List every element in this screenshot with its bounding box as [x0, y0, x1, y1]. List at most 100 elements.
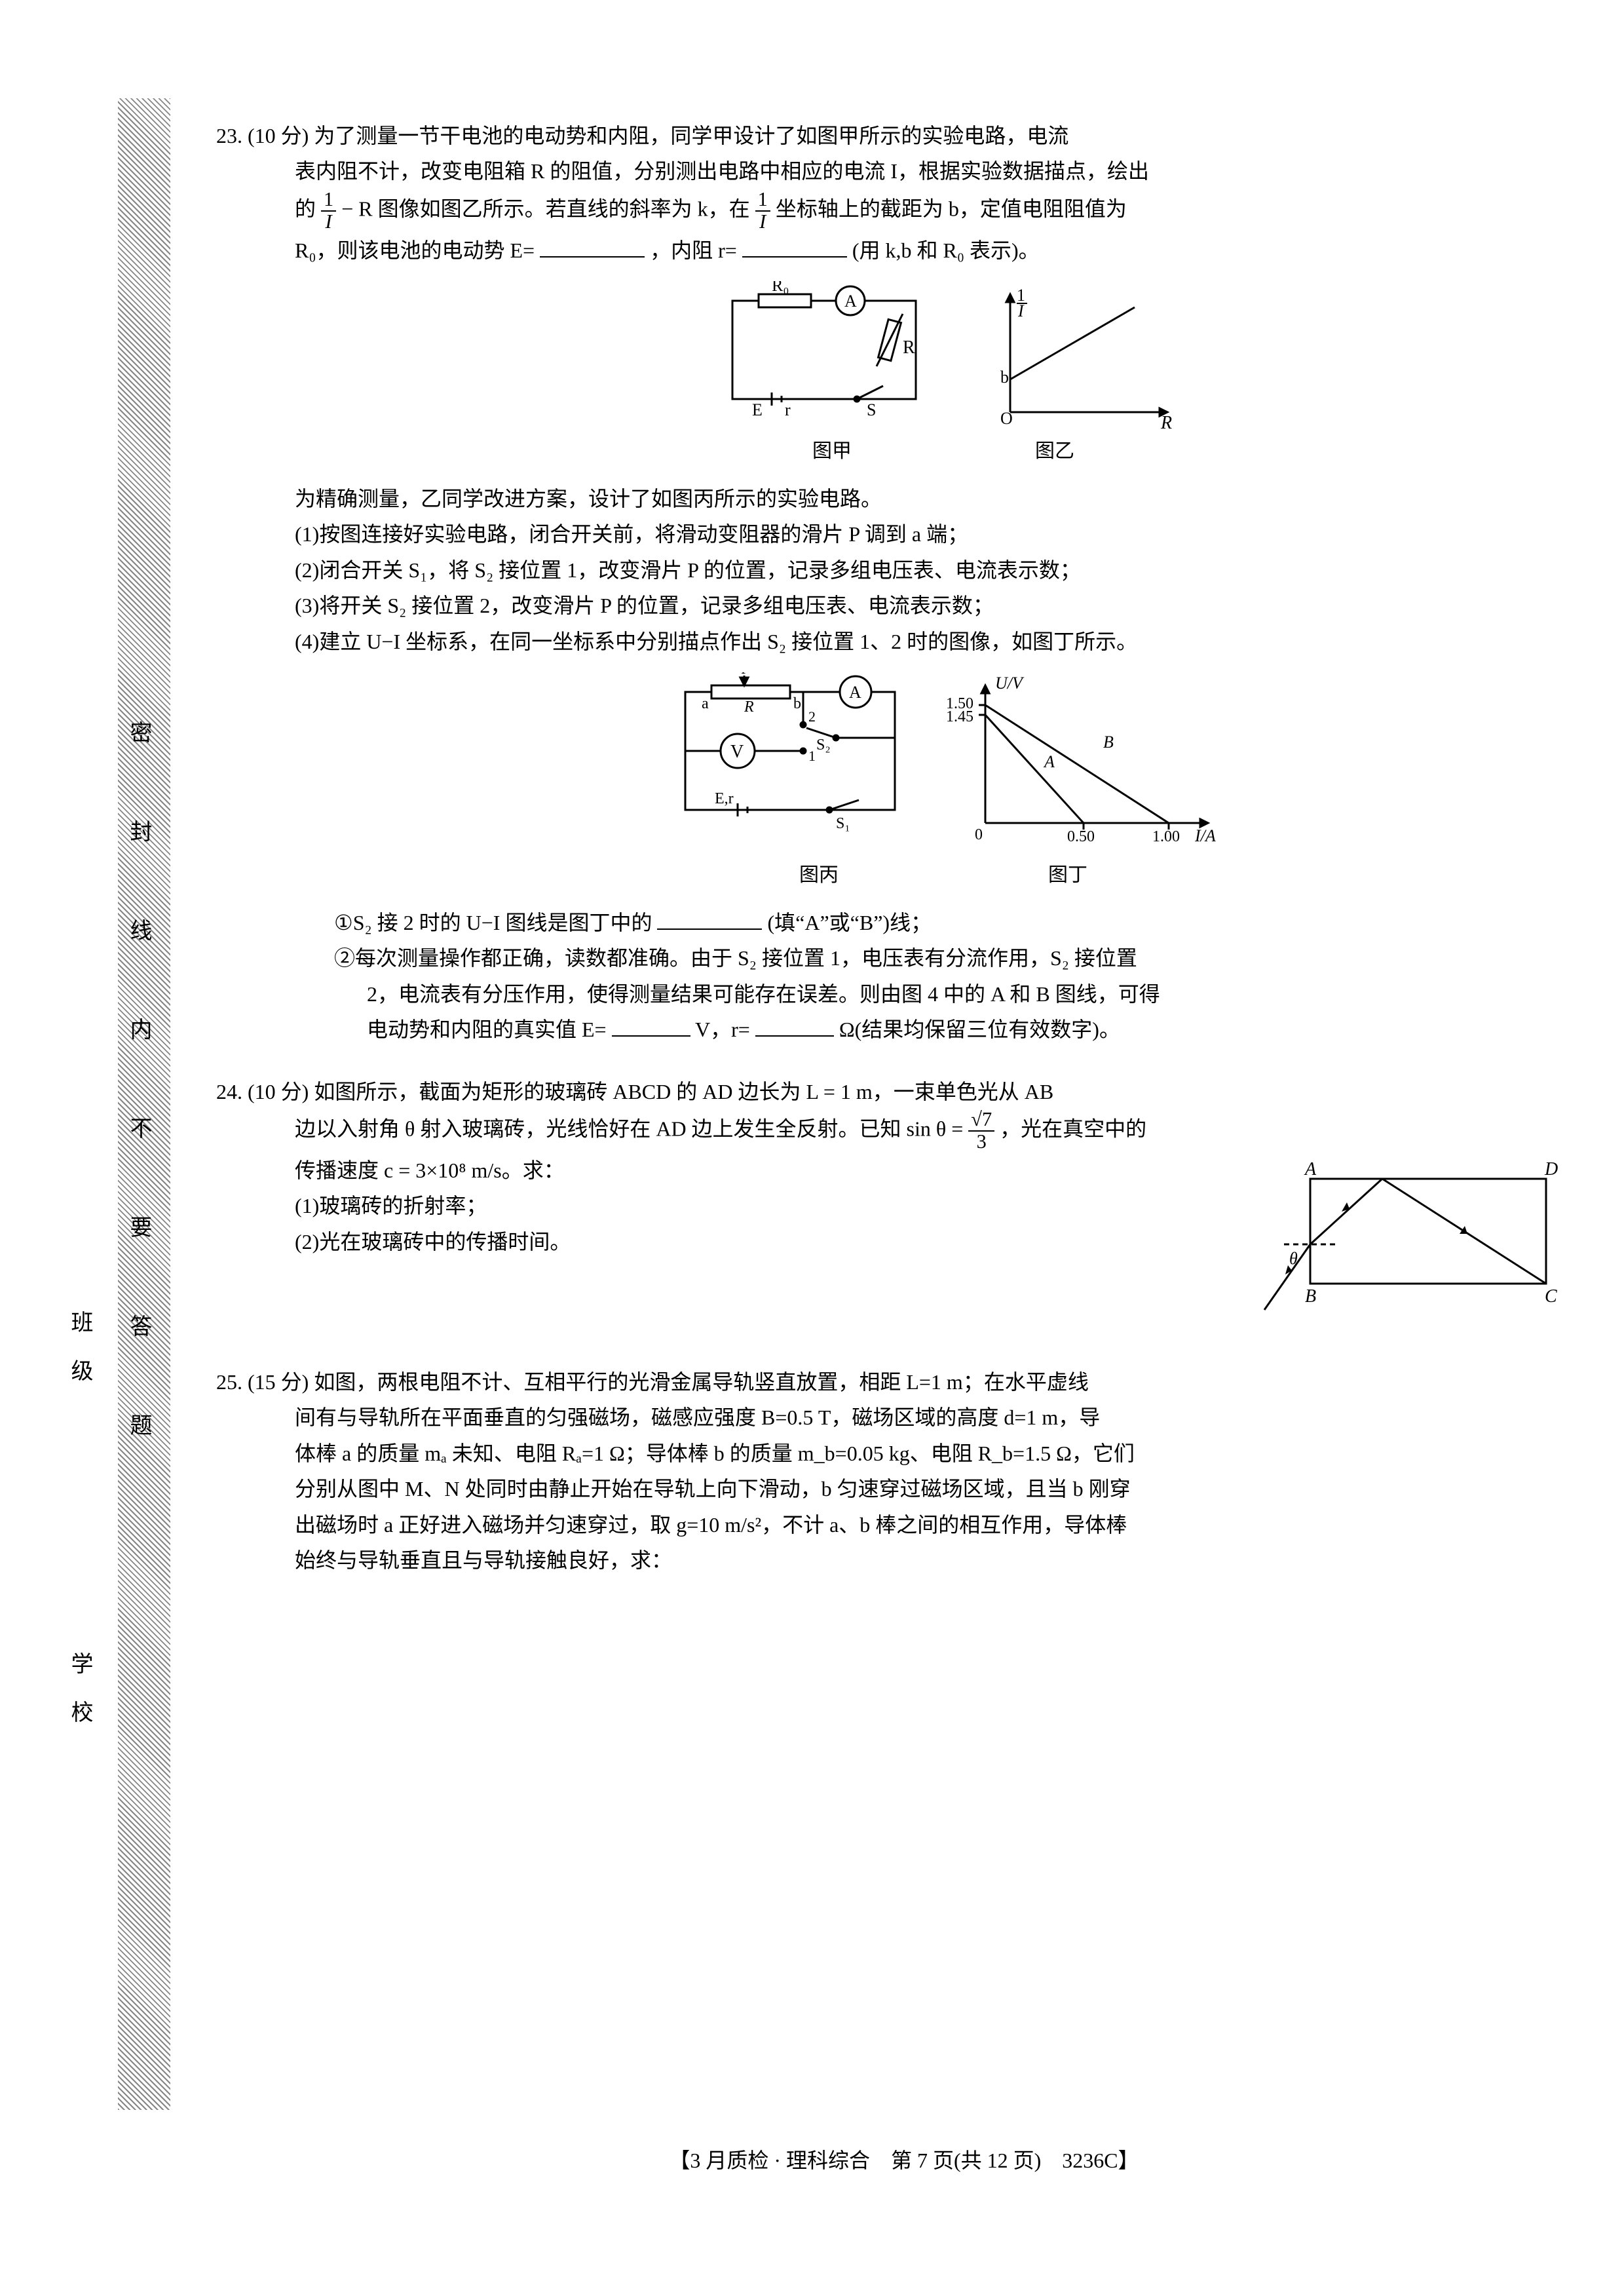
- q23-heading: 23. (10 分) 为了测量一节干电池的电动势和内阻，同学甲设计了如图甲所示的…: [216, 118, 1592, 153]
- svg-text:P: P: [741, 672, 749, 677]
- label-C: C: [1545, 1286, 1557, 1307]
- blank-line-AB[interactable]: [657, 906, 762, 930]
- sin-num: √7: [968, 1109, 994, 1132]
- q24-points: (10 分): [248, 1080, 309, 1103]
- q23-sub2c-c: Ω(结果均保留三位有效数字)。: [839, 1018, 1120, 1041]
- q23-l3c: 坐标轴上的截距为 b，定值电阻阻值为: [776, 197, 1127, 220]
- q25-line6: 始终与导轨垂直且与导轨接触良好，求：: [295, 1542, 1592, 1578]
- q23-body: 表内阻不计，改变电阻箱 R 的阻值，分别测出电路中相应的电流 I，根据实验数据描…: [216, 153, 1592, 1047]
- fig-circuit-bing: P a R b A 2: [666, 672, 915, 856]
- page-footer: 【3 月质检 · 理科综合 第 7 页(共 12 页) 3236C】: [216, 2143, 1592, 2178]
- q23-line4: R₀，则该电池的电动势 E= ，内阻 r= (用 k,b 和 R₀ 表示)。: [295, 233, 1592, 268]
- q23-sub2c-b: V，r=: [695, 1018, 750, 1041]
- q23-s2: (2)闭合开关 S₁，将 S₂ 接位置 1，改变滑片 P 的位置，记录多组电压表…: [295, 552, 1592, 588]
- blank-r2[interactable]: [755, 1012, 834, 1037]
- label-B: B: [1305, 1286, 1316, 1307]
- svg-text:S₁: S₁: [836, 815, 850, 832]
- q23-l4a: R₀，则该电池的电动势 E=: [295, 239, 535, 262]
- ytick-145: 1.45: [946, 708, 973, 725]
- content-area: 23. (10 分) 为了测量一节干电池的电动势和内阻，同学甲设计了如图甲所示的…: [216, 118, 1592, 1604]
- q23-sub2c-a: 电动势和内阻的真实值 E=: [367, 1018, 607, 1041]
- q23-l3a: 的: [295, 197, 316, 220]
- q25-points: (15 分): [248, 1370, 309, 1394]
- svg-text:2: 2: [808, 708, 816, 725]
- q23-sub2c: 电动势和内阻的真实值 E= V，r= Ω(结果均保留三位有效数字)。: [295, 1012, 1592, 1047]
- svg-text:S: S: [867, 400, 876, 419]
- q25-line4: 分别从图中 M、N 处同时由静止开始在导轨上向下滑动，b 匀速穿过磁场区域，且当…: [295, 1471, 1592, 1506]
- frac-1-over-I: 1I: [321, 189, 336, 233]
- ylabel-UV: U/V: [995, 674, 1025, 693]
- svg-text:R: R: [903, 337, 915, 358]
- label-A: A: [1304, 1159, 1317, 1179]
- svg-text:A: A: [844, 292, 857, 311]
- q23-p2: 为精确测量，乙同学改进方案，设计了如图丙所示的实验电路。: [295, 481, 1592, 516]
- svg-text:E,r: E,r: [715, 790, 734, 807]
- q23-sub1: ①S₂ 接 2 时的 U−I 图线是图丁中的 (填“A”或“B”)线；: [295, 905, 1592, 940]
- q23-s3: (3)将开关 S₂ 接位置 2，改变滑片 P 的位置，记录多组电压表、电流表示数…: [295, 588, 1592, 623]
- q23-line1: 为了测量一节干电池的电动势和内阻，同学甲设计了如图甲所示的实验电路，电流: [314, 124, 1068, 147]
- question-24: 24. (10 分) 如图所示，截面为矩形的玻璃砖 ABCD 的 AD 边长为 …: [216, 1074, 1592, 1259]
- svg-text:R₀: R₀: [772, 281, 789, 295]
- line-label-A: A: [1043, 752, 1055, 771]
- blank-E[interactable]: [540, 233, 645, 257]
- q24-line2: 边以入射角 θ 射入玻璃砖，光线恰好在 AD 边上发生全反射。已知 sin θ …: [295, 1109, 1592, 1153]
- q24-line1: 如图所示，截面为矩形的玻璃砖 ABCD 的 AD 边长为 L = 1 m，一束单…: [314, 1080, 1053, 1103]
- line-label-B: B: [1103, 733, 1114, 752]
- fig-graph-yi: b O R 1 I: [984, 281, 1180, 432]
- class-label: 班级: [67, 1311, 92, 1407]
- q23-l3b: − R 图像如图乙所示。若直线的斜率为 k，在: [341, 197, 749, 220]
- frac-1-over-I-2: 1I: [755, 189, 770, 233]
- q23-sub2a: ②每次测量操作都正确，读数都准确。由于 S₂ 接位置 1，电压表有分流作用，S₂…: [295, 940, 1592, 976]
- fig-circuit-jia: R₀ A R: [706, 281, 942, 432]
- svg-text:R: R: [744, 698, 754, 716]
- svg-text:S₂: S₂: [816, 737, 831, 754]
- svg-text:A: A: [849, 683, 861, 702]
- q25-body: 间有与导轨所在平面垂直的匀强磁场，磁感应强度 B=0.5 T，磁场区域的高度 d…: [216, 1400, 1592, 1578]
- seal-line-text: 密 封 线 内 不 要 答 题: [131, 721, 157, 1462]
- figcap-ding: 图丁: [1048, 858, 1087, 892]
- q23-figrow1: R₀ A R: [295, 281, 1592, 468]
- q23-l4c: (用 k,b 和 R₀ 表示)。: [852, 239, 1040, 262]
- question-25: 25. (15 分) 如图，两根电阻不计、互相平行的光滑金属导轨竖直放置，相距 …: [216, 1364, 1592, 1578]
- q23-sub1b: (填“A”或“B”)线；: [767, 911, 932, 934]
- q23-line2: 表内阻不计，改变电阻箱 R 的阻值，分别测出电路中相应的电流 I，根据实验数据描…: [295, 153, 1592, 189]
- q23-l4b: ，内阻 r=: [650, 239, 737, 262]
- q24-heading: 24. (10 分) 如图所示，截面为矩形的玻璃砖 ABCD 的 AD 边长为 …: [216, 1074, 1592, 1109]
- label-theta: θ: [1289, 1249, 1298, 1268]
- svg-text:a: a: [702, 695, 709, 712]
- q25-line2: 间有与导轨所在平面垂直的匀强磁场，磁感应强度 B=0.5 T，磁场区域的高度 d…: [295, 1400, 1592, 1435]
- margin-vertical-labels: 班级 学校: [72, 1311, 98, 1749]
- q25-line1: 如图，两根电阻不计、互相平行的光滑金属导轨竖直放置，相距 L=1 m；在水平虚线: [314, 1370, 1089, 1394]
- svg-text:1: 1: [808, 748, 816, 764]
- blank-E2[interactable]: [612, 1012, 690, 1037]
- svg-text:R: R: [1160, 413, 1172, 432]
- frac-sqrt7-3: √7 3: [968, 1109, 994, 1153]
- xlabel-IA: I/A: [1194, 826, 1216, 845]
- q23-s1: (1)按图连接好实验电路，闭合开关前，将滑动变阻器的滑片 P 调到 a 端；: [295, 516, 1592, 552]
- figcap-bing: 图丙: [799, 858, 839, 892]
- svg-text:b: b: [793, 695, 801, 712]
- xtick-100: 1.00: [1152, 828, 1180, 845]
- q24-l2b: ，光在真空中的: [1000, 1117, 1146, 1140]
- svg-text:V: V: [730, 742, 744, 762]
- xtick-050: 0.50: [1067, 828, 1095, 845]
- q25-line3: 体棒 a 的质量 mₐ 未知、电阻 Rₐ=1 Ω；导体棒 b 的质量 m_b=0…: [295, 1436, 1592, 1471]
- svg-text:O: O: [1000, 409, 1013, 428]
- q24-number: 24: [216, 1080, 237, 1103]
- school-label: 学校: [67, 1652, 92, 1749]
- q23-points: (10 分): [248, 124, 309, 147]
- svg-text:I: I: [1017, 301, 1025, 320]
- label-D: D: [1544, 1159, 1558, 1179]
- page: 密 封 线 内 不 要 答 题 班级 学校 23. (10 分) 为了测量一节干…: [0, 0, 1624, 2296]
- svg-text:E: E: [752, 400, 763, 419]
- q23-sub2b: 2，电流表有分压作用，使得测量结果可能存在误差。则由图 4 中的 A 和 B 图…: [295, 976, 1592, 1012]
- q23-number: 23: [216, 124, 237, 147]
- q25-line5: 出磁场时 a 正好进入磁场并匀速穿过，取 g=10 m/s²，不计 a、b 棒之…: [295, 1507, 1592, 1542]
- fig-glass-brick: A D B C θ: [1251, 1153, 1566, 1323]
- q23-s4: (4)建立 U−I 坐标系，在同一坐标系中分别描点作出 S₂ 接位置 1、2 时…: [295, 624, 1592, 659]
- q23-line3: 的 1I − R 图像如图乙所示。若直线的斜率为 k，在 1I 坐标轴上的截距为…: [295, 189, 1592, 233]
- fig-graph-ding: 1.50 1.45 0 0.50 1.00 I/A U/V A B: [946, 672, 1221, 856]
- figcap-jia: 图甲: [812, 434, 852, 468]
- blank-r[interactable]: [742, 233, 847, 257]
- figcap-yi: 图乙: [1035, 434, 1074, 468]
